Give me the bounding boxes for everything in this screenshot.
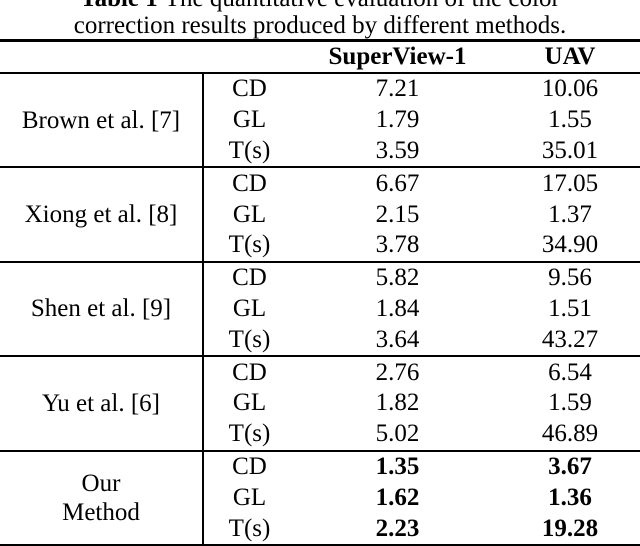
metric-label: CD	[232, 358, 267, 386]
table-row: T(s) 5.02 46.89	[0, 418, 640, 452]
cell-uav: 43.27	[500, 324, 640, 358]
table-caption: Table 1 The quantitative evaluation of th…	[0, 0, 640, 39]
cell-uav: 46.89	[500, 418, 640, 452]
cell-uav: 17.05	[541, 169, 599, 197]
cell-superview1: 1.35	[375, 452, 420, 480]
cell-superview1: 5.02	[295, 418, 500, 452]
table-row: Shen et al. [9] CD 5.82 9.56	[0, 261, 640, 358]
cell-uav: 3.67	[548, 452, 592, 480]
cell-superview1: 3.59	[295, 135, 500, 169]
method-name: Xiong et al. [8]	[0, 167, 204, 263]
cell-uav: 34.90	[500, 229, 640, 263]
cell-uav: 6.54	[548, 358, 592, 386]
metric-label: CD	[232, 452, 267, 480]
table-row: GL 1.84 1.51	[0, 294, 640, 325]
table-row: GL 1.62 1.36	[0, 482, 640, 513]
table-row: T(s) 3.78 34.90	[0, 229, 640, 263]
cell-superview1: 3.78	[295, 229, 500, 263]
metric-label: GL	[232, 294, 267, 322]
cell-uav: 9.56	[548, 264, 592, 292]
caption-line2: correction results produced by different…	[73, 12, 567, 39]
cell-uav: 1.55	[548, 106, 592, 134]
metric-label: GL	[232, 389, 267, 417]
cell-superview1: 5.82	[375, 264, 420, 292]
header-superview1: SuperView-1	[295, 39, 500, 74]
metric-label: T(s)	[203, 229, 295, 263]
cell-superview1: 1.79	[375, 106, 420, 134]
header-row: SuperView-1 UAV	[0, 39, 640, 74]
method-name: Yu et al. [6]	[0, 356, 204, 452]
table-row: Xiong et al. [8] CD 6.67 17.05	[0, 167, 640, 263]
cell-superview1: 1.84	[375, 294, 420, 322]
method-name: Brown et al. [7]	[0, 73, 204, 169]
cell-superview1: 2.15	[375, 200, 420, 228]
cell-superview1: 1.82	[375, 389, 420, 417]
metric-label: T(s)	[203, 418, 295, 452]
caption-title-text: The quantitative evaluation of the color	[165, 0, 560, 12]
cell-superview1: 6.67	[375, 169, 420, 197]
caption-table-number: Table 1	[80, 0, 158, 12]
metric-label: T(s)	[203, 135, 295, 169]
cell-superview1: 1.62	[375, 483, 420, 511]
table-row: T(s) 2.23 19.28	[0, 513, 640, 546]
header-empty-cell	[0, 39, 295, 74]
caption-line1: Table 1 The quantitative evaluation of th…	[0, 0, 640, 12]
cell-superview1: 3.64	[295, 324, 500, 358]
metric-label: CD	[232, 264, 267, 292]
cell-uav: 1.59	[548, 389, 592, 417]
metric-label: GL	[232, 483, 267, 511]
cell-uav: 1.37	[548, 200, 592, 228]
table-row: T(s) 3.64 43.27	[0, 324, 640, 358]
table-row: GL 2.15 1.37	[0, 199, 640, 230]
metric-label: T(s)	[203, 324, 295, 358]
table-row: GL 1.82 1.59	[0, 388, 640, 419]
table-row: GL 1.79 1.55	[0, 105, 640, 136]
table-row: T(s) 3.59 35.01	[0, 135, 640, 169]
cell-superview1: 7.21	[375, 75, 420, 103]
table-row: Our Method CD 1.35 3.67	[0, 450, 640, 546]
cell-uav: 1.51	[548, 294, 592, 322]
metric-label: GL	[232, 200, 267, 228]
table-row: Brown et al. [7] CD 7.21 10.06	[0, 73, 640, 169]
metric-label: CD	[232, 169, 267, 197]
header-uav: UAV	[500, 39, 640, 74]
cell-uav: 19.28	[500, 513, 640, 546]
metric-label: T(s)	[203, 513, 295, 546]
cell-uav: 35.01	[500, 135, 640, 169]
metric-label: GL	[232, 106, 267, 134]
cell-uav: 10.06	[541, 75, 599, 103]
method-name: Shen et al. [9]	[0, 261, 204, 358]
results-table: SuperView-1 UAV Brown et al. [7] CD 7.21…	[0, 39, 640, 546]
metric-label: CD	[232, 75, 267, 103]
cell-superview1: 2.76	[375, 358, 420, 386]
method-name: Our Method	[0, 450, 204, 546]
cell-superview1: 2.23	[295, 513, 500, 546]
cell-uav: 1.36	[548, 483, 592, 511]
table-row: Yu et al. [6] CD 2.76 6.54	[0, 356, 640, 452]
